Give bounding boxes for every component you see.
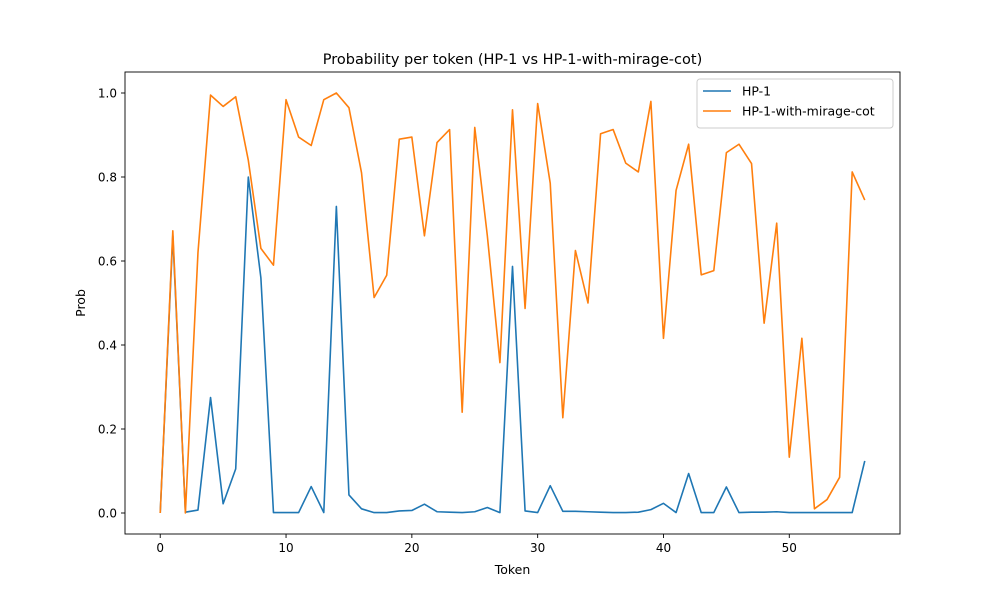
x-tick-label: 20 [404, 541, 419, 555]
x-tick-label: 40 [656, 541, 671, 555]
y-tick-label: 0.0 [98, 507, 117, 521]
y-tick-label: 0.6 [98, 255, 117, 269]
plot-area [125, 72, 900, 534]
y-tick-label: 0.2 [98, 423, 117, 437]
y-tick-label: 0.4 [98, 339, 117, 353]
series-layer [159, 92, 866, 514]
y-axis-label: Prob [73, 289, 88, 317]
plot-frame [124, 71, 901, 535]
x-tick-label: 50 [782, 541, 797, 555]
x-axis-ticks: 0 10 20 30 40 50 [156, 534, 797, 555]
x-tick-label: 10 [278, 541, 293, 555]
legend-box [696, 78, 894, 129]
legend: HP-1 HP-1-with-mirage-cot [696, 78, 894, 129]
x-tick-label: 0 [156, 541, 164, 555]
y-axis-ticks: 0.0 0.2 0.4 0.6 0.8 1.0 [98, 87, 125, 521]
legend-label-hp-1-with-mirage-cot: HP-1-with-mirage-cot [742, 104, 875, 119]
series-line-hp-1-with-mirage-cot [159, 92, 866, 514]
y-tick-label: 0.8 [98, 171, 117, 185]
y-tick-label: 1.0 [98, 87, 117, 101]
chart-title: Probability per token (HP-1 vs HP-1-with… [323, 52, 702, 68]
series-line-hp-1 [159, 176, 866, 514]
legend-label-hp-1: HP-1 [742, 84, 771, 99]
x-axis-label: Token [494, 562, 531, 577]
x-tick-label: 30 [530, 541, 545, 555]
